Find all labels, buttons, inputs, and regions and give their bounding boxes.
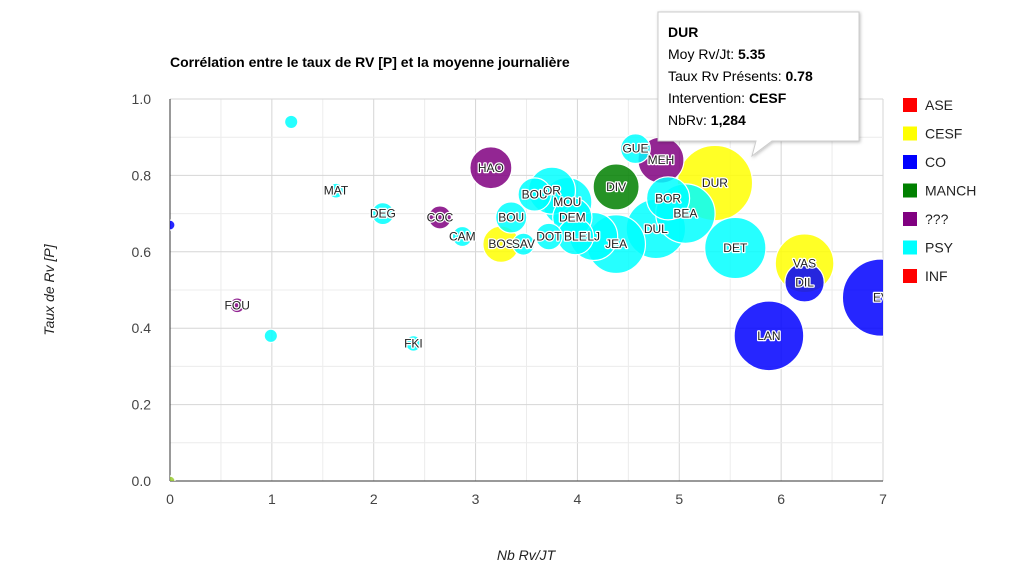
legend-swatch — [903, 126, 917, 141]
bubble-label: DOT — [536, 230, 562, 244]
tooltip-line-rate: Taux Rv Présents: 0.78 — [668, 68, 813, 84]
bubble[interactable] — [165, 475, 176, 486]
x-tick-label: 1 — [268, 491, 276, 507]
x-tick-label: 5 — [675, 491, 683, 507]
bubble-label: JEA — [605, 237, 627, 251]
bubble[interactable] — [263, 328, 279, 344]
bubble-label: DIV — [606, 180, 626, 194]
legend-swatch — [903, 240, 917, 255]
bubble[interactable] — [620, 133, 651, 165]
bubble[interactable] — [535, 222, 563, 251]
bubble-label: MOU — [553, 195, 581, 209]
x-tick-label: 4 — [574, 491, 582, 507]
bubble-label: DUR — [702, 176, 728, 190]
bubble-label: EV — [873, 291, 889, 305]
bubble-label: COC — [427, 210, 454, 224]
legend-label: CO — [925, 154, 946, 170]
bubble[interactable] — [511, 232, 536, 256]
bubble-label: FOU — [225, 298, 250, 312]
tooltip-line-intervention: Intervention: CESF — [668, 90, 787, 106]
x-tick-label: 6 — [777, 491, 785, 507]
legend-label: ASE — [925, 97, 953, 113]
y-tick-label: 0.6 — [132, 244, 152, 260]
bubble[interactable] — [451, 225, 473, 248]
bubble-label: BOU — [498, 210, 524, 224]
legend-swatch — [903, 98, 917, 112]
legend-label: ??? — [925, 211, 949, 227]
bubble[interactable] — [495, 201, 528, 234]
bubble-label: DEG — [370, 207, 396, 221]
x-tick-label: 0 — [166, 491, 174, 507]
bubble[interactable] — [517, 177, 552, 212]
bubble[interactable] — [704, 216, 767, 280]
bubble-label: DEM — [559, 210, 586, 224]
grid-lines — [169, 98, 884, 482]
bubble[interactable] — [645, 176, 691, 221]
tooltip-title: DUR — [668, 24, 698, 40]
bubble[interactable] — [405, 335, 422, 352]
bubble[interactable] — [229, 297, 246, 314]
legend-swatch — [903, 269, 917, 283]
tooltip-box — [657, 11, 860, 158]
bubble-label: BOS — [488, 237, 513, 251]
bubble[interactable] — [328, 182, 345, 199]
legend-swatch — [903, 183, 917, 198]
bubble-labels: FOUMATDEGFKICOCCAMHAOBOSBOUSAVBOUORDOTMO… — [223, 140, 889, 351]
bubble-label: DUL — [644, 222, 668, 236]
bubble-label: DET — [723, 241, 748, 255]
x-axis-title: Nb Rv/JT — [497, 547, 557, 563]
y-tick-label: 0.0 — [132, 473, 152, 489]
bubble-label: BOR — [655, 191, 681, 205]
y-tick-label: 0.4 — [132, 320, 152, 336]
bubble-label: CAM — [449, 230, 476, 244]
y-tick-label: 1.0 — [132, 91, 152, 107]
bubble[interactable] — [165, 219, 176, 231]
y-tick-label: 0.8 — [132, 167, 152, 183]
legend-swatch — [903, 155, 917, 169]
axes: 0 1 2 3 4 5 6 7 0.0 0.2 0.4 0.6 0.8 1.0 — [132, 91, 888, 507]
bubbles — [165, 114, 919, 486]
x-tick-label: 2 — [370, 491, 378, 507]
bubble-label: HAO — [478, 161, 504, 175]
legend-label: INF — [925, 268, 948, 284]
tooltip: DUR Moy Rv/Jt: 5.35 Taux Rv Présents: 0.… — [657, 11, 860, 158]
legend-label: MANCH — [925, 183, 976, 199]
bubble[interactable] — [784, 262, 825, 303]
bubble-label: BOU — [522, 188, 548, 202]
bubble[interactable] — [733, 300, 805, 372]
legend-swatch — [903, 212, 917, 226]
bubble[interactable] — [841, 258, 919, 337]
bubble-label: BEA — [673, 207, 697, 221]
legend-label: CESF — [925, 126, 962, 142]
tooltip-line-mean: Moy Rv/Jt: 5.35 — [668, 46, 765, 62]
y-tick-label: 0.2 — [132, 397, 152, 413]
bubble[interactable] — [469, 146, 513, 190]
bubble-label: FKI — [404, 336, 423, 350]
bubble-label: BLE — [564, 230, 587, 244]
tooltip-line-count: NbRv: 1,284 — [668, 112, 746, 128]
bubble-label: MEH — [648, 153, 675, 167]
x-tick-label: 7 — [879, 491, 887, 507]
bubble-label: OR — [543, 184, 561, 198]
bubble-label: GUE — [622, 142, 648, 156]
legend: ASE CESF CO MANCH??? PSY INF — [903, 97, 976, 284]
bubble-label: MAT — [324, 184, 349, 198]
bubble-label: LJ — [587, 230, 600, 244]
bubble[interactable] — [371, 201, 395, 226]
bubble-label: VAS — [793, 256, 816, 270]
bubble[interactable] — [592, 163, 640, 211]
bubble[interactable] — [427, 205, 453, 230]
bubble-label: DIL — [795, 275, 814, 289]
bubble-label: SAV — [512, 237, 535, 251]
chart-title: Corrélation entre le taux de RV [P] et l… — [170, 54, 570, 70]
x-tick-label: 3 — [472, 491, 480, 507]
y-axis-title: Taux de Rv [P] — [41, 243, 57, 335]
bubble-label: LAN — [757, 329, 780, 343]
legend-label: PSY — [925, 240, 954, 256]
bubble[interactable] — [283, 114, 299, 130]
